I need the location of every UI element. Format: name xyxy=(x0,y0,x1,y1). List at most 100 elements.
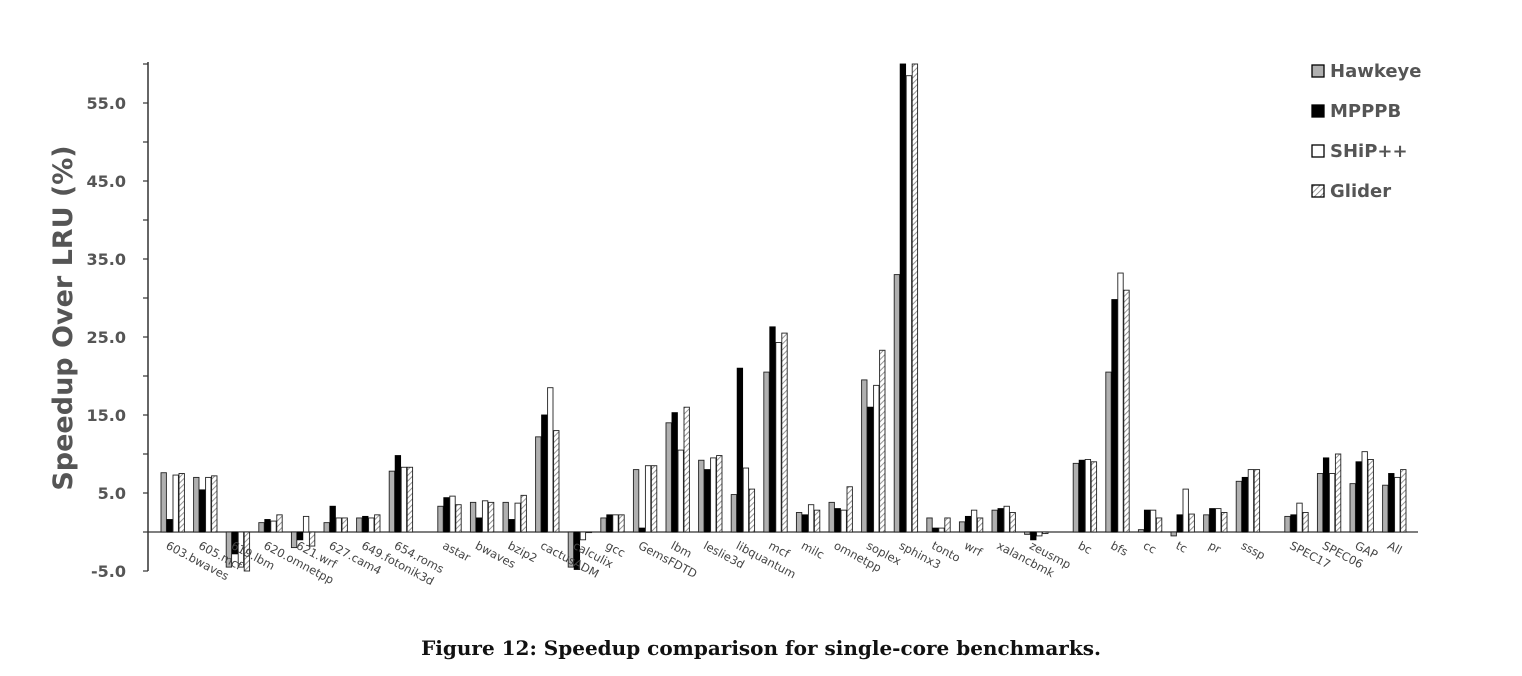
bar-hawkeye xyxy=(828,501,835,533)
bar-ship xyxy=(1084,459,1092,533)
bar-hawkeye xyxy=(1072,462,1080,533)
bar-ship xyxy=(514,502,521,533)
y-axis-title: Speedup Over LRU (%) xyxy=(48,145,79,490)
bar-hawkeye xyxy=(258,522,265,533)
category-bar-group xyxy=(795,504,821,533)
bar-glider xyxy=(813,509,821,533)
bar-mpppb xyxy=(199,489,206,533)
bar-ship xyxy=(1361,451,1368,533)
bar-hawkeye xyxy=(665,422,672,533)
bar-ship xyxy=(970,509,978,533)
bar-ship xyxy=(742,467,750,533)
bar-mpppb xyxy=(899,63,907,533)
bar-mpppb xyxy=(1176,514,1183,533)
bar-glider xyxy=(1253,469,1261,533)
bar-hawkeye xyxy=(437,505,444,533)
category-bar-group xyxy=(632,465,658,533)
bar-hawkeye xyxy=(763,371,770,533)
bar-mpppb xyxy=(1078,459,1086,533)
category-bar-group xyxy=(665,406,690,533)
category-bar-group xyxy=(1137,509,1163,533)
bar-ship xyxy=(449,495,456,533)
x-tick-label: cc xyxy=(1141,538,1159,556)
bar-mpppb xyxy=(329,505,336,533)
bar-hawkeye xyxy=(730,494,738,533)
bar-glider xyxy=(618,514,625,533)
bar-ship xyxy=(368,517,375,533)
bar-hawkeye xyxy=(1349,483,1356,533)
bar-mpppb xyxy=(231,531,239,555)
category-bar-group xyxy=(502,494,527,533)
bar-hawkeye xyxy=(567,531,575,568)
category-bar-group xyxy=(437,495,462,533)
x-tick-label: wrf xyxy=(962,538,985,559)
legend-label: SHiP++ xyxy=(1330,141,1408,162)
x-tick-label: tc xyxy=(1174,538,1190,555)
category-bar-group xyxy=(958,509,984,533)
category-bar-group xyxy=(1105,272,1130,533)
bar-ship xyxy=(1215,508,1222,533)
bar-hawkeye xyxy=(893,274,901,533)
bar-glider xyxy=(1400,469,1407,533)
legend-label: MPPPB xyxy=(1330,101,1401,122)
category-bar-group xyxy=(991,505,1016,533)
category-bar-group xyxy=(356,514,381,533)
bar-ship xyxy=(1117,272,1124,533)
bar-hawkeye xyxy=(1137,529,1145,533)
bar-ship xyxy=(579,531,587,541)
category-bar-group xyxy=(388,455,414,533)
bar-mpppb xyxy=(443,497,450,533)
bar-glider xyxy=(341,517,348,533)
legend-label: Glider xyxy=(1330,181,1391,202)
bar-mpppb xyxy=(997,508,1004,533)
y-tick-label: -5.0 xyxy=(91,562,126,581)
y-tick-label: 35.0 xyxy=(87,250,126,269)
bar-glider xyxy=(1155,517,1163,533)
bar-glider xyxy=(846,486,853,533)
category-bar-group xyxy=(258,514,283,533)
bar-mpppb xyxy=(541,414,548,533)
y-tick-label: 25.0 xyxy=(87,328,126,347)
bar-ship xyxy=(335,517,342,533)
bar-glider xyxy=(1009,512,1016,533)
bar-hawkeye xyxy=(502,501,509,533)
bar-hawkeye xyxy=(861,379,868,533)
bar-glider xyxy=(243,531,251,572)
y-tick-label: 15.0 xyxy=(87,406,126,425)
bar-mpppb xyxy=(801,514,809,533)
bar-glider xyxy=(211,475,218,533)
category-bar-group xyxy=(1170,488,1195,537)
bar-glider xyxy=(944,517,951,533)
bar-mpppb xyxy=(1290,514,1297,533)
category-bar-group xyxy=(926,517,951,533)
bar-glider xyxy=(879,349,886,533)
category-bar-group xyxy=(828,486,853,533)
bar-ship xyxy=(1003,505,1010,533)
bar-hawkeye xyxy=(535,436,542,533)
bar-hawkeye xyxy=(698,459,705,533)
bar-glider xyxy=(1334,453,1342,533)
bar-hawkeye xyxy=(1235,480,1243,533)
bar-hawkeye xyxy=(388,470,396,533)
bar-hawkeye xyxy=(1024,531,1031,535)
bar-hawkeye xyxy=(323,522,330,533)
bar-ship xyxy=(1149,509,1157,533)
bar-glider xyxy=(276,514,283,533)
legend: Hawkeye MPPPB SHiP++ Glider xyxy=(1311,61,1421,202)
category-labels: 603.bwaves605.mcf619.lbm620.omnetpp621.w… xyxy=(164,538,1405,588)
bar-ship xyxy=(1296,502,1303,533)
bars xyxy=(160,63,1407,572)
bar-hawkeye xyxy=(1284,515,1291,533)
bar-chart: -5.0 5.0 15.0 25.0 35.0 45.0 55.0 603.bwaves60… xyxy=(48,61,1421,588)
bar-mpppb xyxy=(508,519,515,533)
bar-glider xyxy=(1367,459,1374,533)
x-tick-label: bc xyxy=(1076,538,1095,557)
bar-hawkeye xyxy=(290,531,298,549)
bar-hawkeye xyxy=(1170,531,1177,537)
bar-glider xyxy=(748,488,756,533)
bar-glider xyxy=(406,466,414,533)
x-tick-label: sssp xyxy=(1239,538,1268,562)
bar-mpppb xyxy=(1241,476,1249,533)
bar-glider xyxy=(976,517,984,533)
bar-ship xyxy=(547,387,554,533)
